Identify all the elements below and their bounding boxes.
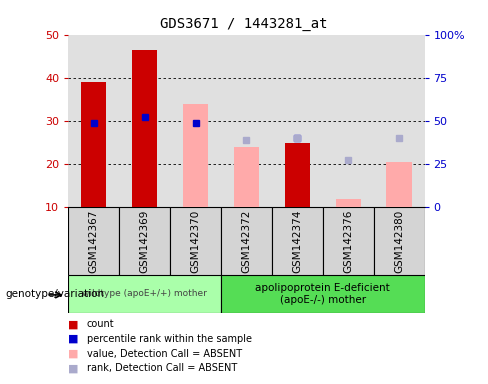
Bar <box>234 147 259 207</box>
Bar <box>272 35 323 207</box>
Text: count: count <box>87 319 115 329</box>
Bar <box>221 207 272 275</box>
Text: GSM142367: GSM142367 <box>89 209 99 273</box>
Text: GSM142374: GSM142374 <box>292 209 303 273</box>
Bar <box>119 35 170 207</box>
Text: apolipoprotein E-deficient
(apoE-/-) mother: apolipoprotein E-deficient (apoE-/-) mot… <box>255 283 390 305</box>
Text: ■: ■ <box>68 363 79 373</box>
Text: GDS3671 / 1443281_at: GDS3671 / 1443281_at <box>160 17 328 31</box>
Text: ■: ■ <box>68 319 79 329</box>
Bar <box>374 207 425 275</box>
Bar <box>221 35 272 207</box>
Bar <box>386 162 412 207</box>
Bar <box>336 199 361 207</box>
Text: GSM142369: GSM142369 <box>140 209 150 273</box>
Text: genotype/variation: genotype/variation <box>5 289 104 299</box>
Text: GSM142380: GSM142380 <box>394 209 404 273</box>
Text: rank, Detection Call = ABSENT: rank, Detection Call = ABSENT <box>87 363 237 373</box>
Bar <box>170 207 221 275</box>
Text: wildtype (apoE+/+) mother: wildtype (apoE+/+) mother <box>82 289 207 298</box>
Text: GSM142372: GSM142372 <box>242 209 251 273</box>
Bar <box>119 207 170 275</box>
Text: GSM142376: GSM142376 <box>343 209 353 273</box>
Bar <box>170 35 221 207</box>
Text: ■: ■ <box>68 349 79 359</box>
Text: GSM142370: GSM142370 <box>190 209 201 273</box>
Text: value, Detection Call = ABSENT: value, Detection Call = ABSENT <box>87 349 242 359</box>
Bar <box>68 35 119 207</box>
Bar <box>68 275 221 313</box>
Bar <box>221 275 425 313</box>
Text: percentile rank within the sample: percentile rank within the sample <box>87 334 252 344</box>
Text: ■: ■ <box>68 334 79 344</box>
Bar <box>81 82 106 207</box>
Bar <box>68 207 119 275</box>
Bar <box>132 50 157 207</box>
Bar <box>323 207 374 275</box>
Bar <box>285 142 310 207</box>
Bar <box>323 35 374 207</box>
Bar <box>374 35 425 207</box>
Bar <box>183 104 208 207</box>
Bar <box>272 207 323 275</box>
